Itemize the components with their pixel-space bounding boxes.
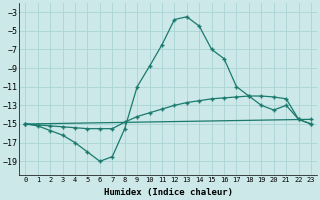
X-axis label: Humidex (Indice chaleur): Humidex (Indice chaleur) — [104, 188, 233, 197]
